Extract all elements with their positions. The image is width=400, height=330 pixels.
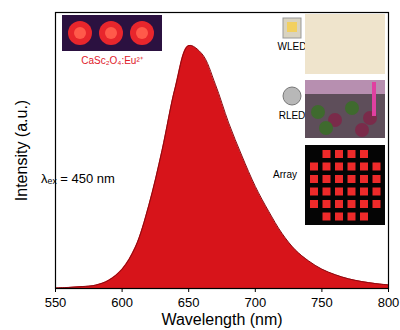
svg-text:800: 800 [378, 295, 400, 310]
svg-text:700: 700 [244, 295, 266, 310]
svg-text:600: 600 [111, 295, 133, 310]
svg-text:650: 650 [178, 295, 200, 310]
svg-text:CaSc₂O₄:Eu²⁺: CaSc₂O₄:Eu²⁺ [81, 55, 144, 66]
svg-text:750: 750 [311, 295, 333, 310]
svg-text:RLED: RLED [279, 110, 306, 121]
svg-text:λₑₓ = 450 nm: λₑₓ = 450 nm [41, 171, 115, 186]
svg-text:WLED: WLED [278, 41, 307, 52]
svg-text:Intensity (a.u.): Intensity (a.u.) [13, 100, 30, 201]
svg-text:Wavelength (nm): Wavelength (nm) [161, 311, 282, 328]
svg-text:550: 550 [45, 295, 67, 310]
svg-text:Array: Array [273, 169, 297, 180]
